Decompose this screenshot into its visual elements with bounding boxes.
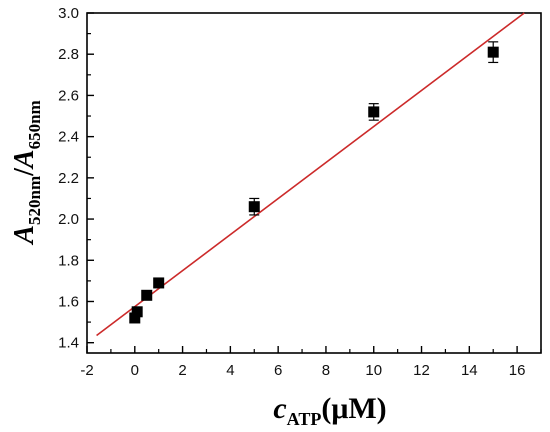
data-point	[129, 312, 141, 324]
data-markers	[129, 46, 499, 324]
y-tick-label: 1.4	[58, 335, 79, 352]
data-point	[141, 289, 153, 301]
x-tick-label: 0	[131, 362, 139, 379]
y-axis-var1: A	[9, 225, 40, 246]
x-tick-label: 12	[413, 362, 430, 379]
x-tick-label: 2	[178, 362, 186, 379]
x-tick-label: 16	[509, 362, 526, 379]
y-tick-label: 3.0	[58, 5, 79, 22]
x-tick-label: 4	[226, 362, 234, 379]
y-tick-label: 2.6	[58, 87, 79, 104]
y-tick-label: 1.8	[58, 252, 79, 269]
y-axis-title: A520nm/A650nm	[9, 100, 44, 245]
data-point	[153, 277, 165, 289]
y-tick-label: 2.8	[58, 46, 79, 63]
fit-line-group	[96, 12, 525, 337]
y-tick-label: 2.2	[58, 170, 79, 187]
x-tick-label: 10	[365, 362, 382, 379]
x-axis-var: c	[273, 392, 286, 425]
x-tick-label: 14	[461, 362, 478, 379]
data-point	[368, 106, 380, 118]
error-bars	[129, 41, 499, 323]
y-axis-var2-sub: 650nm	[25, 100, 44, 149]
y-tick-labels: 1.4 1.6 1.8 2.0 2.2 2.4 2.6 2.8 3.0	[58, 5, 79, 352]
y-axis-var2: A	[9, 149, 40, 170]
data-point	[487, 46, 499, 58]
x-tick-label: 8	[322, 362, 330, 379]
data-point	[131, 306, 143, 318]
y-axis-slash: /	[9, 167, 40, 177]
y-axis-var1-sub: 520nm	[25, 176, 44, 225]
data-point	[248, 201, 260, 213]
plot-frame	[86, 12, 542, 354]
plot-border	[86, 12, 542, 354]
x-tick-label: -2	[80, 362, 93, 379]
fit-line	[96, 12, 525, 337]
x-tick-label: 6	[274, 362, 282, 379]
y-tick-label: 2.4	[58, 129, 79, 146]
y-tick-label: 2.0	[58, 211, 79, 228]
x-axis-title: cATP(μM)	[273, 392, 386, 429]
x-axis-var-sub: ATP	[287, 409, 322, 429]
y-tick-label: 1.6	[58, 293, 79, 310]
x-tick-labels: -2 0 2 4 6 8 10 12 14 16	[80, 362, 525, 379]
axis-ticks	[86, 12, 542, 353]
x-axis-unit: (μM)	[321, 392, 386, 425]
